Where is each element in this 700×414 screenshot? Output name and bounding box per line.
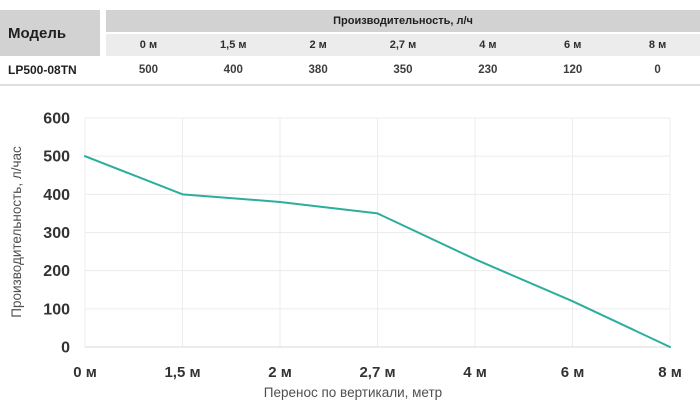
distance-header-row: 0 м 1,5 м 2 м 2,7 м 4 м 6 м 8 м (106, 34, 700, 56)
performance-table: Модель Производительность, л/ч 0 м 1,5 м 2… (0, 10, 700, 86)
distance-header-cell: 4 м (479, 39, 497, 51)
value-cell: 500 (138, 64, 159, 76)
performance-chart: 0 100 200 300 400 500 600 0 м 1,5 м 2 м 2,7 м 4 м 6 … (9, 111, 682, 401)
distance-header-cell: 1,5 м (220, 39, 247, 51)
value-cell: 400 (223, 64, 243, 76)
distance-header-cell: 6 м (564, 39, 582, 51)
x-tick-label: 0 м (73, 364, 97, 381)
y-tick-label: 200 (43, 263, 70, 280)
value-cell: 380 (308, 64, 328, 76)
y-axis-title: Производительность, л/час (9, 146, 24, 318)
value-cell: 350 (393, 64, 413, 76)
x-tick-label: 8 м (658, 364, 682, 381)
y-tick-label: 0 (61, 340, 70, 357)
y-tick-label: 500 (43, 149, 70, 166)
performance-line-series (84, 155, 671, 348)
y-tick-label: 400 (43, 187, 70, 204)
chart-area: 0 100 200 300 400 500 600 0 м 1,5 м 2 м 2,7 м 4 м 6 … (0, 94, 700, 414)
distance-header-cell: 0 м (139, 39, 158, 51)
distance-header-cell: 8 м (648, 39, 667, 51)
values-row: 500 400 380 350 230 120 0 (106, 56, 700, 84)
y-tick-label: 100 (43, 301, 70, 318)
model-column-header: Модель (0, 10, 100, 56)
x-axis-title: Перенос по вертикали, метр (264, 385, 442, 400)
x-tick-label: 2 м (268, 364, 292, 381)
x-tick-label: 4 м (463, 364, 487, 381)
performance-band-header: Производительность, л/ч (106, 10, 700, 32)
model-name-cell: LP500-08TN (0, 56, 100, 84)
x-tick-label: 2,7 м (359, 364, 395, 381)
x-tick-label: 1,5 м (164, 364, 200, 381)
y-tick-label: 300 (43, 225, 70, 242)
distance-header-cell: 2,7 м (389, 39, 417, 51)
value-cell: 230 (478, 64, 498, 76)
x-tick-label: 6 м (561, 364, 585, 381)
value-cell: 0 (654, 64, 661, 76)
value-cell: 120 (563, 64, 583, 76)
distance-header-cell: 2 м (309, 39, 327, 51)
y-tick-label: 600 (43, 111, 70, 128)
